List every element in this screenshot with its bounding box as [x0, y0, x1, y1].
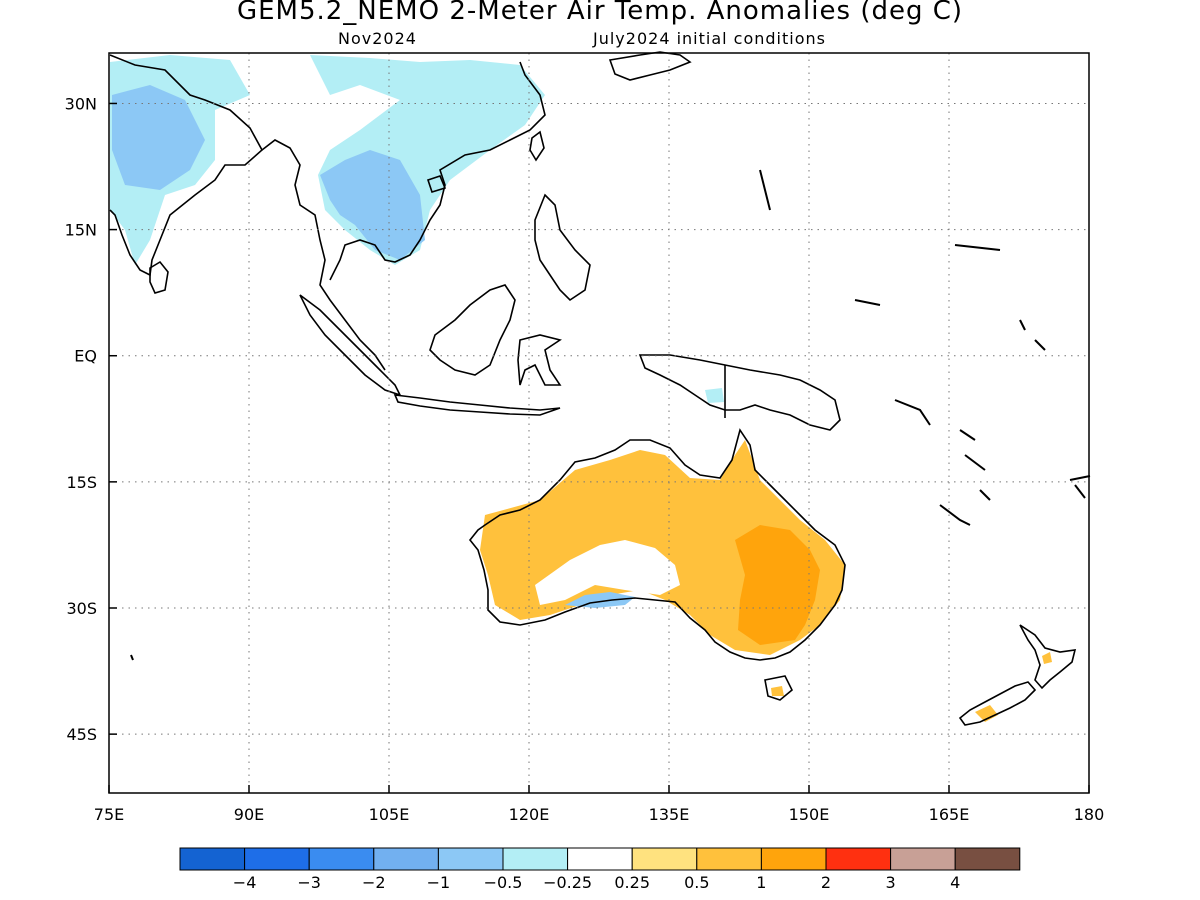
coast-srilanka: [149, 260, 169, 294]
colorbar-label: 0.25: [614, 873, 650, 892]
lat-tick-label: 30N: [65, 94, 97, 113]
colorbar-label: 4: [950, 873, 960, 892]
colorbar-swatch: [954, 847, 1021, 871]
lat-tick-label: 45S: [66, 725, 97, 744]
colorbar-swatch: [244, 847, 310, 871]
strong-warm-anomaly-australia: [735, 525, 820, 645]
coast-philippines: [534, 193, 591, 302]
colorbar-label: 0.5: [684, 873, 709, 892]
coast-newguinea: [638, 354, 841, 431]
coast-nz-north: [1019, 624, 1077, 690]
lon-tick-label: 105E: [369, 805, 410, 824]
colorbar-swatch: [631, 847, 698, 871]
colorbar-swatch: [825, 847, 892, 871]
colorbar-swatch: [567, 847, 633, 871]
lat-tick-label: 30S: [66, 599, 97, 618]
colorbar-swatch: [308, 847, 375, 871]
lat-tick-labels: 30N 15N EQ 15S 30S 45S: [65, 94, 97, 744]
coast-japan: [608, 51, 692, 81]
valid-month-label: Nov2024: [338, 29, 417, 48]
colorbar-label: −2: [362, 873, 386, 892]
colorbar-label: −4: [233, 873, 257, 892]
lon-tick-label: 180: [1074, 805, 1105, 824]
colorbar-swatch: [890, 847, 956, 871]
lon-tick-label: 90E: [234, 805, 264, 824]
neutral-anomaly-australia: [535, 540, 680, 605]
lon-tick-labels: 75E 90E 105E 120E 135E 150E 165E 180: [94, 805, 1105, 824]
anomaly-shading: [110, 55, 1052, 722]
cool-anomaly-indochina: [320, 150, 425, 260]
coastlines: [109, 51, 1091, 726]
cool-anomaly-newguinea: [705, 388, 724, 403]
lon-tick-label: 120E: [509, 805, 550, 824]
coast-nz-south: [958, 681, 1037, 726]
lat-tick-label: 15S: [66, 473, 97, 492]
colorbar-label: −3: [297, 873, 321, 892]
lat-tick-label: 15N: [65, 221, 97, 240]
lat-tick-label: EQ: [74, 347, 97, 366]
lon-tick-label: 150E: [789, 805, 830, 824]
coast-hainan: [426, 175, 447, 193]
coast-indochina: [261, 139, 386, 371]
plot-frame: [108, 52, 1090, 794]
colorbar-swatch: [696, 847, 762, 871]
grid-lines: [108, 53, 1090, 793]
colorbar-label: 3: [886, 873, 896, 892]
coast-java: [393, 394, 561, 416]
colorbar-label: −0.5: [484, 873, 523, 892]
warm-anomaly-nz-north: [1042, 652, 1052, 664]
colorbar-swatch: [760, 847, 827, 871]
coast-taiwan: [529, 130, 545, 162]
map-title: GEM5.2_NEMO 2-Meter Air Temp. Anomalies …: [236, 0, 964, 26]
lon-tick-label: 75E: [94, 805, 124, 824]
lon-tick-label: 135E: [649, 805, 690, 824]
colorbar-label: 1: [756, 873, 766, 892]
colorbar-label: −0.25: [543, 873, 592, 892]
cool-anomaly-india-core: [112, 85, 205, 190]
coast-malay-gulf: [329, 61, 546, 281]
coast-borneo: [429, 284, 516, 376]
colorbar-swatch: [437, 847, 504, 871]
warm-anomaly-tasmania: [771, 686, 784, 696]
lon-tick-label: 165E: [929, 805, 970, 824]
warm-anomaly-nz: [975, 705, 998, 722]
colorbar-swatch: [502, 847, 569, 871]
colorbar-label: −1: [427, 873, 451, 892]
coast-sumatra: [299, 294, 402, 397]
coast-tasmania: [764, 675, 793, 701]
colorbar-label: 2: [821, 873, 831, 892]
coast-sulawesi: [517, 334, 562, 386]
initial-conditions-label: July2024 initial conditions: [593, 29, 826, 48]
colorbar-swatch: [373, 847, 439, 871]
cool-anomaly-australia-south: [565, 592, 635, 608]
pacific-islands: [130, 169, 1091, 661]
coast-india: [109, 54, 264, 277]
coast-australia: [468, 428, 846, 661]
colorbar: −4 −3 −2 −1 −0.5 −0.25 0.25 0.5 1 2 3 4: [179, 847, 1021, 892]
colorbar-swatch: [179, 847, 246, 871]
